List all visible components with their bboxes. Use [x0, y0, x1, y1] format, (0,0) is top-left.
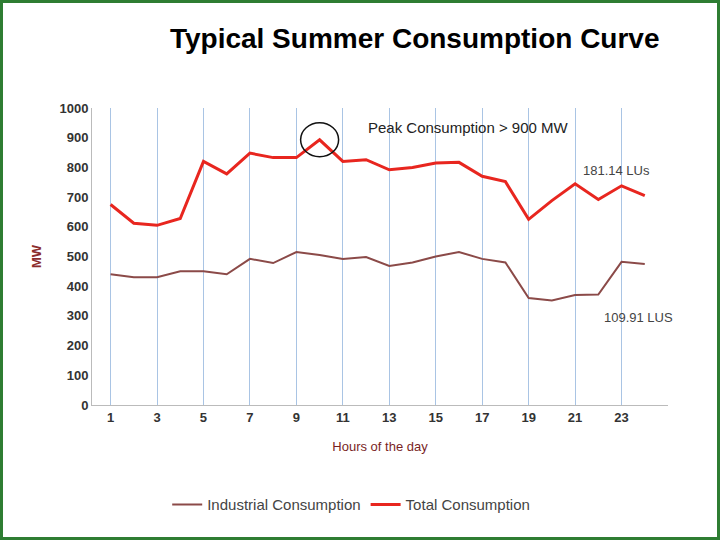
- svg-text:17: 17: [475, 410, 489, 425]
- svg-text:800: 800: [67, 160, 89, 175]
- svg-text:11: 11: [336, 410, 350, 425]
- svg-text:1: 1: [107, 410, 114, 425]
- svg-text:200: 200: [67, 338, 89, 353]
- svg-text:Hours of the day: Hours of the day: [332, 439, 428, 454]
- svg-text:19: 19: [521, 410, 535, 425]
- svg-text:9: 9: [293, 410, 300, 425]
- svg-text:5: 5: [200, 410, 207, 425]
- svg-text:Total Consumption: Total Consumption: [406, 496, 530, 513]
- svg-text:109.91 LUS: 109.91 LUS: [604, 310, 673, 325]
- svg-text:23: 23: [614, 410, 628, 425]
- svg-text:700: 700: [67, 190, 89, 205]
- svg-text:500: 500: [67, 249, 89, 264]
- svg-text:400: 400: [67, 279, 89, 294]
- svg-text:13: 13: [382, 410, 396, 425]
- svg-text:1000: 1000: [59, 101, 88, 116]
- svg-text:15: 15: [429, 410, 443, 425]
- svg-text:300: 300: [67, 308, 89, 323]
- svg-text:Typical Summer Consumption Cur: Typical Summer Consumption Curve: [170, 23, 660, 54]
- svg-text:3: 3: [153, 410, 160, 425]
- svg-text:0: 0: [81, 398, 88, 413]
- svg-text:600: 600: [67, 219, 89, 234]
- svg-text:Industrial Consumption: Industrial Consumption: [207, 496, 360, 513]
- svg-text:21: 21: [568, 410, 582, 425]
- svg-text:900: 900: [67, 130, 89, 145]
- svg-text:7: 7: [246, 410, 253, 425]
- svg-text:100: 100: [67, 368, 89, 383]
- svg-text:MW: MW: [29, 244, 44, 268]
- svg-text:Peak Consumption > 900 MW: Peak Consumption > 900 MW: [368, 119, 569, 136]
- svg-text:181.14 LUs: 181.14 LUs: [583, 163, 650, 178]
